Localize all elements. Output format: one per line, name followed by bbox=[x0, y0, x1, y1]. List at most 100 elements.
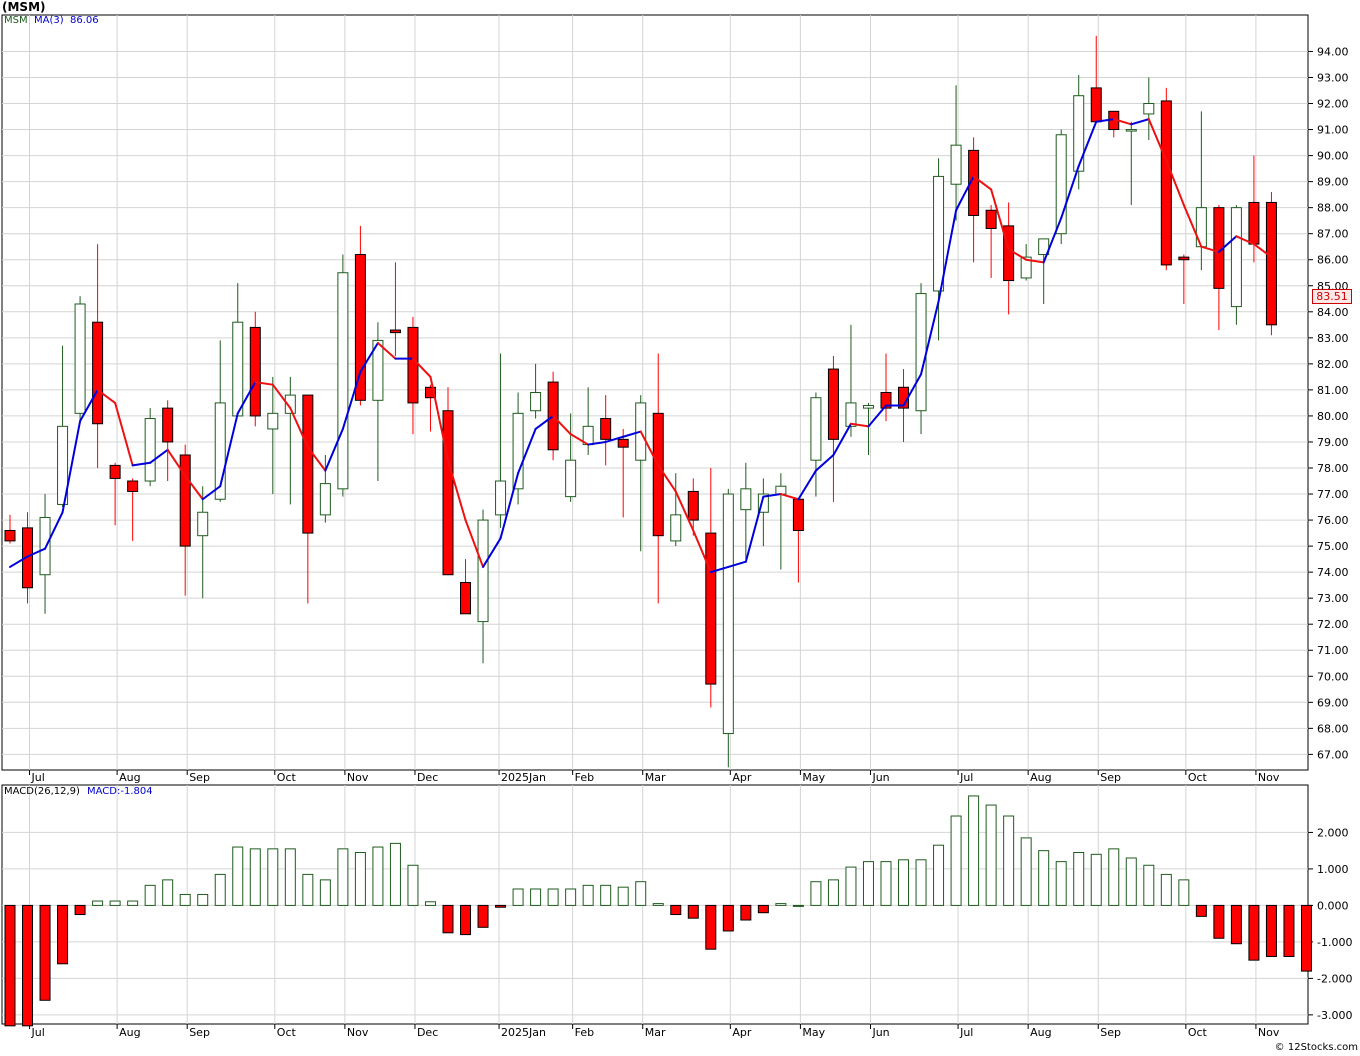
ma3-line-segment bbox=[26, 547, 47, 558]
macd-bar bbox=[670, 904, 682, 916]
ma3-line-segment bbox=[552, 414, 572, 436]
price-y-tick-label: 84.00 bbox=[1317, 306, 1349, 319]
macd-bar bbox=[1283, 904, 1295, 957]
chart-title: (MSM) bbox=[2, 0, 46, 14]
macd-bar bbox=[162, 879, 174, 906]
macd-bar bbox=[933, 844, 945, 906]
price-panel bbox=[1, 14, 1309, 771]
candle-body bbox=[687, 490, 699, 521]
macd-month-label: Feb bbox=[575, 1026, 594, 1039]
ma3-line-segment bbox=[1077, 120, 1098, 167]
candle-body bbox=[1143, 103, 1155, 115]
candle-body bbox=[144, 418, 156, 482]
macd-bar bbox=[722, 904, 734, 932]
ma3-line-segment bbox=[429, 375, 449, 462]
ma3-line-segment bbox=[1095, 118, 1115, 123]
candle-body bbox=[319, 483, 331, 516]
price-month-label: Sep bbox=[189, 771, 210, 784]
ma3-line-segment bbox=[482, 537, 502, 568]
ma3-line-segment bbox=[779, 493, 800, 501]
macd-month-label: Nov bbox=[1258, 1026, 1280, 1039]
macd-bar bbox=[109, 900, 121, 906]
macd-bar bbox=[389, 842, 401, 906]
macd-bar bbox=[267, 848, 279, 906]
ma3-line-segment bbox=[1042, 217, 1063, 264]
ma3-line-segment bbox=[464, 519, 485, 568]
macd-bar bbox=[337, 848, 349, 906]
candle-body bbox=[862, 405, 874, 409]
ma3-line-segment bbox=[184, 474, 204, 501]
macd-bar bbox=[1003, 815, 1015, 906]
macd-bar bbox=[57, 904, 69, 965]
candle-body bbox=[460, 582, 472, 615]
price-month-label: Oct bbox=[277, 771, 297, 784]
macd-bar bbox=[915, 859, 927, 906]
ma3-line-segment bbox=[832, 422, 852, 456]
price-month-label: Sep bbox=[1100, 771, 1121, 784]
macd-y-tick-label: 2.000 bbox=[1317, 826, 1349, 839]
macd-bar bbox=[232, 846, 244, 906]
price-y-tick-label: 88.00 bbox=[1317, 202, 1349, 215]
macd-y-tick-label: 0.000 bbox=[1317, 899, 1349, 912]
candle-body bbox=[372, 339, 384, 401]
macd-bar bbox=[284, 848, 296, 906]
macd-bar bbox=[442, 904, 454, 934]
macd-bar bbox=[985, 804, 997, 906]
candle-body bbox=[775, 485, 787, 495]
candle-body bbox=[1125, 129, 1137, 132]
macd-label: MACD(26,12,9) bbox=[4, 786, 80, 797]
ma3-line-segment bbox=[727, 560, 747, 568]
price-y-tick-label: 93.00 bbox=[1317, 71, 1349, 84]
candle-body bbox=[477, 519, 489, 623]
macd-month-label: Oct bbox=[277, 1026, 297, 1039]
macd-bar bbox=[249, 848, 261, 906]
macd-bar bbox=[424, 901, 436, 906]
macd-bar bbox=[495, 904, 507, 908]
ma3-line-segment bbox=[236, 381, 257, 415]
ma3-line-segment bbox=[9, 555, 29, 568]
ma3-line-segment bbox=[692, 529, 712, 574]
candle-body bbox=[214, 402, 226, 500]
macd-bar bbox=[652, 903, 664, 906]
ma3-line-segment bbox=[306, 446, 327, 472]
price-month-label: Oct bbox=[1188, 771, 1208, 784]
candle-body bbox=[495, 480, 507, 516]
macd-bar bbox=[407, 864, 419, 906]
candle-body bbox=[232, 321, 244, 417]
candle-body bbox=[39, 516, 51, 576]
macd-bar bbox=[1125, 857, 1137, 906]
macd-month-label: Jul bbox=[959, 1026, 973, 1039]
macd-bar bbox=[1300, 904, 1312, 972]
price-y-tick-label: 75.00 bbox=[1317, 540, 1349, 553]
ma3-line-segment bbox=[114, 401, 134, 467]
price-month-label: Nov bbox=[1258, 771, 1280, 784]
candle-body bbox=[1020, 256, 1032, 279]
macd-month-label: 2025Jan bbox=[501, 1026, 546, 1039]
ma3-line-segment bbox=[44, 511, 64, 550]
macd-bar bbox=[144, 884, 156, 906]
price-month-label: Dec bbox=[417, 771, 438, 784]
macd-y-tick-label: -1.000 bbox=[1317, 936, 1352, 949]
macd-bar bbox=[1108, 848, 1120, 906]
macd-bar bbox=[1248, 904, 1260, 961]
candle-body bbox=[968, 149, 980, 216]
macd-bar bbox=[600, 884, 612, 906]
candle-body bbox=[127, 480, 139, 492]
macd-month-label: Aug bbox=[1030, 1026, 1051, 1039]
ma3-line-segment bbox=[376, 342, 397, 360]
candle-body bbox=[985, 209, 997, 229]
watermark: © 12Stocks.com bbox=[1274, 1042, 1358, 1053]
macd-bar bbox=[845, 866, 857, 906]
macd-bar bbox=[74, 904, 86, 916]
candle-body bbox=[565, 459, 577, 498]
price-y-tick-label: 80.00 bbox=[1317, 410, 1349, 423]
price-y-tick-label: 79.00 bbox=[1317, 436, 1349, 449]
ma3-line-segment bbox=[324, 427, 344, 472]
candle-body bbox=[950, 144, 962, 185]
ma3-line-segment bbox=[1182, 204, 1203, 248]
candle-body bbox=[442, 410, 454, 576]
ma3-line-segment bbox=[517, 427, 537, 475]
price-month-label: Apr bbox=[732, 771, 752, 784]
macd-month-label: Oct bbox=[1188, 1026, 1208, 1039]
price-month-label: Nov bbox=[347, 771, 369, 784]
